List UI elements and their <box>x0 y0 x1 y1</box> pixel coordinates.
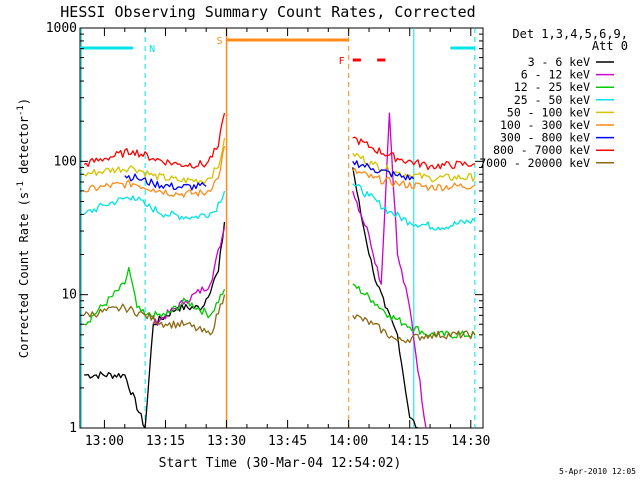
series-line <box>83 137 476 185</box>
legend-item-label: 3 - 6 keV <box>528 55 590 69</box>
flare-flag-label: F <box>339 56 345 67</box>
x-tick-label: 13:30 <box>207 434 246 449</box>
legend-subtitle: Att 0 <box>592 39 628 53</box>
series-line <box>83 183 476 231</box>
legend-item-label: 12 - 25 keV <box>514 80 590 94</box>
y-label-sup1: -1 <box>16 181 26 192</box>
legend-item-label: 6 - 12 keV <box>521 68 590 82</box>
legend-item-label: 25 - 50 keV <box>514 93 590 107</box>
chart-title: HESSI Observing Summary Count Rates, Cor… <box>60 3 475 21</box>
legend-item-label: 800 - 7000 keV <box>493 143 590 157</box>
series-layer <box>83 112 476 429</box>
night-flag-label: N <box>149 44 155 55</box>
y-axis-ticks: 1 10 100 1000 <box>46 21 483 436</box>
series-line <box>83 266 476 339</box>
legend-item-label: 300 - 800 keV <box>500 131 590 145</box>
plot-frame <box>79 27 484 429</box>
x-tick-label: 14:15 <box>390 434 429 449</box>
y-tick-label: 1 <box>69 421 77 436</box>
legend-item-label: 7000 - 20000 keV <box>479 156 590 170</box>
x-tick-label: 13:00 <box>85 434 124 449</box>
legend-title: Det 1,3,4,5,6,9, <box>512 27 628 41</box>
saa-flag-label: S <box>217 36 223 47</box>
series-line <box>83 112 476 171</box>
legend-item-label: 100 - 300 keV <box>500 118 590 132</box>
y-tick-label: 10 <box>61 288 77 303</box>
series-line <box>124 160 415 191</box>
legend-item-label: 50 - 100 keV <box>507 105 590 119</box>
series-line <box>84 167 419 429</box>
y-tick-label: 1000 <box>46 21 77 36</box>
series-line <box>83 145 476 198</box>
footer-date: 5-Apr-2010 12:05 <box>559 467 636 476</box>
y-label-sup2: -1 <box>16 105 26 116</box>
y-label-part2: detector <box>17 116 31 181</box>
flag-layer: N S F <box>80 28 476 428</box>
y-axis-label: Corrected Count Rate (s-1 detector-1) <box>16 98 31 358</box>
y-label-part3: ) <box>17 98 31 105</box>
series-line <box>83 294 476 344</box>
x-axis-ticks: 13:00 13:15 13:30 13:45 14:00 14:15 14:30 <box>85 28 490 449</box>
x-axis-label: Start Time (30-Mar-04 12:54:02) <box>159 456 402 471</box>
x-tick-label: 13:15 <box>146 434 185 449</box>
x-tick-label: 14:30 <box>451 434 490 449</box>
x-tick-label: 14:00 <box>329 434 368 449</box>
y-tick-label: 100 <box>54 154 77 169</box>
x-tick-label: 13:45 <box>268 434 307 449</box>
y-label-part1: Corrected Count Rate (s <box>17 192 31 358</box>
